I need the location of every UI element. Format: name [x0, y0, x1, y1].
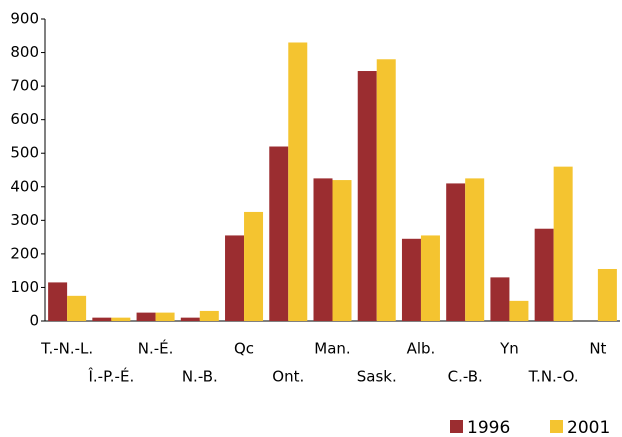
- y-tick-label: 900: [10, 10, 39, 28]
- bar: [67, 295, 87, 321]
- bar: [111, 317, 131, 321]
- bar: [288, 42, 308, 321]
- bar: [420, 235, 440, 321]
- bar: [313, 178, 333, 321]
- bar: [332, 180, 352, 321]
- bar: [357, 71, 377, 321]
- y-tick-label: 0: [29, 312, 39, 330]
- legend-swatch: [450, 420, 463, 433]
- bar: [376, 59, 396, 322]
- x-tick-label: Man.: [314, 340, 350, 358]
- y-tick-label: 300: [10, 211, 39, 229]
- x-tick-label: T.N.-O.: [528, 368, 579, 386]
- x-tick-label: Nt: [589, 340, 606, 358]
- y-tick-label: 500: [10, 144, 39, 162]
- x-tick-label: Sask.: [357, 368, 397, 386]
- bar: [509, 300, 529, 321]
- bar: [225, 235, 245, 321]
- bar: [155, 312, 175, 321]
- legend-swatch: [550, 420, 563, 433]
- y-tick-label: 400: [10, 177, 39, 195]
- y-tick-label: 800: [10, 43, 39, 61]
- bar: [534, 228, 554, 321]
- y-tick-label: 600: [10, 110, 39, 128]
- bar: [180, 317, 200, 321]
- bar: [92, 317, 112, 321]
- x-tick-label: N.-É.: [138, 339, 174, 358]
- x-tick-label: C.-B.: [448, 368, 483, 386]
- x-tick-label: Qc: [234, 340, 254, 358]
- bar: [401, 238, 421, 321]
- bar: [136, 312, 156, 321]
- bar: [244, 211, 264, 321]
- bar: [48, 282, 68, 321]
- x-tick-label: Î.-P.-É.: [87, 367, 134, 386]
- x-tick-label: N.-B.: [182, 368, 218, 386]
- y-tick-label: 100: [10, 278, 39, 296]
- y-tick-label: 200: [10, 244, 39, 262]
- bar: [269, 146, 289, 321]
- x-tick-label: Ont.: [272, 368, 304, 386]
- bar: [465, 178, 485, 321]
- bar: [199, 310, 219, 321]
- x-tick-label: Yn: [499, 340, 519, 358]
- x-tick-label: T.-N.-L.: [40, 340, 93, 358]
- x-tick-label: Alb.: [407, 340, 436, 358]
- y-tick-label: 700: [10, 77, 39, 95]
- bar: [446, 183, 466, 321]
- legend-label: 2001: [567, 418, 610, 437]
- bar: [490, 277, 510, 321]
- legend-label: 1996: [467, 418, 510, 437]
- bar: [597, 268, 617, 321]
- bar: [553, 166, 573, 321]
